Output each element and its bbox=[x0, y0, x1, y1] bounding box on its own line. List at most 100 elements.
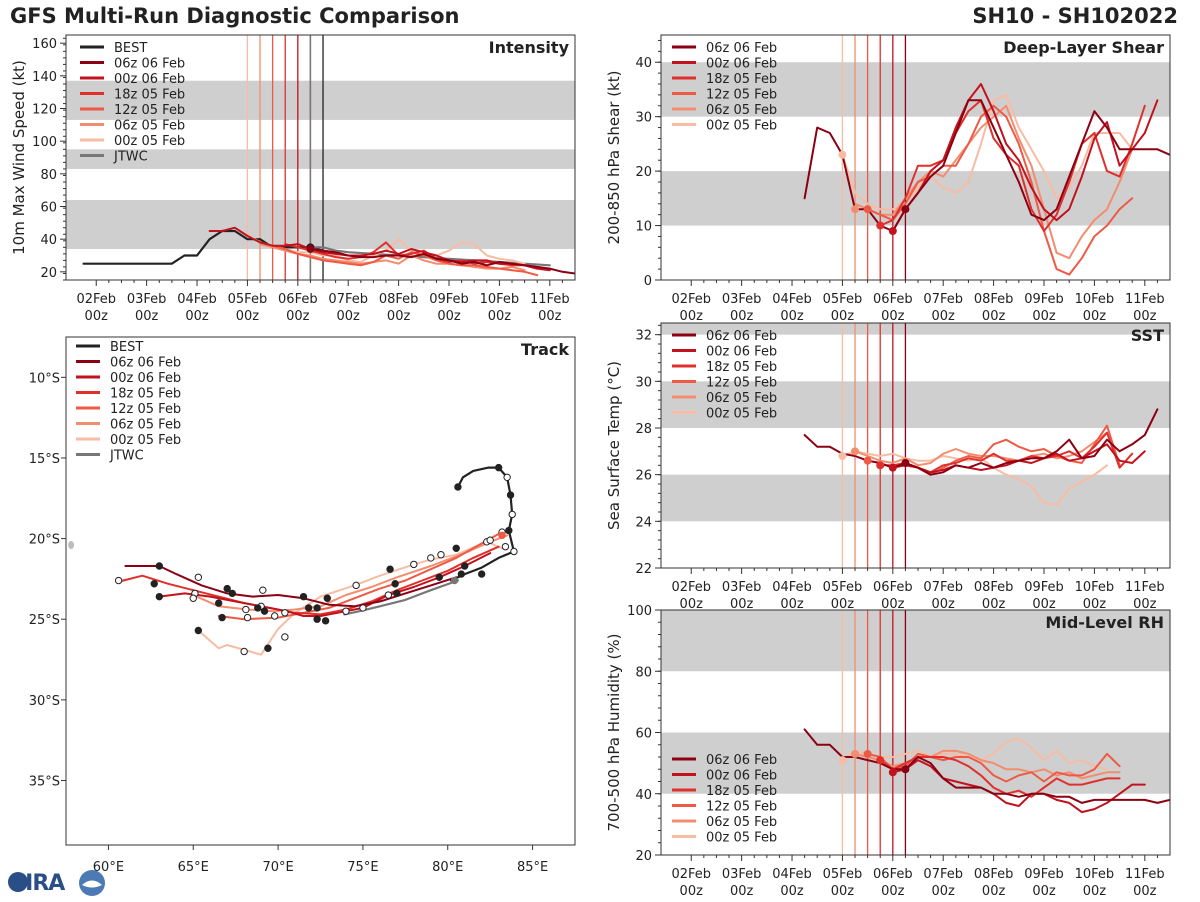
data-marker bbox=[304, 604, 313, 612]
x-tick-label: 08Feb bbox=[974, 867, 1014, 882]
x-tick-label: 00z bbox=[982, 597, 1006, 612]
x-tick-label: 04Feb bbox=[772, 580, 812, 595]
series-line bbox=[854, 431, 1108, 467]
legend-label: 00z 05 Feb bbox=[114, 134, 185, 149]
x-tick-label: 06Feb bbox=[873, 580, 913, 595]
data-marker bbox=[863, 205, 872, 214]
series-line bbox=[879, 99, 1146, 232]
y-tick-label: 24 bbox=[635, 515, 652, 530]
cira-logo-icon: CIRA bbox=[8, 870, 105, 896]
legend-label: 00z 06 Feb bbox=[706, 769, 777, 784]
x-tick-label: 02Feb bbox=[671, 292, 711, 307]
rh-plot-area bbox=[661, 610, 1170, 855]
x-tick-label: 00z bbox=[1133, 597, 1157, 612]
series-line bbox=[115, 545, 500, 616]
data-marker bbox=[299, 592, 308, 601]
x-tick-label: 04Feb bbox=[772, 867, 812, 882]
y-tick-label: 20 bbox=[40, 266, 57, 281]
series-line bbox=[891, 83, 1159, 232]
panel-intensity: 20 40 60 80 100 120 140 160 02Feb 00z 03Feb 00z 04Fe… bbox=[10, 34, 576, 324]
legend-label: 12z 05 Feb bbox=[706, 376, 777, 391]
data-marker bbox=[510, 547, 518, 556]
cira-logo: CIRA bbox=[6, 866, 106, 902]
data-marker bbox=[242, 605, 250, 614]
track-plot-area bbox=[68, 463, 518, 656]
series-line bbox=[841, 737, 1108, 771]
data-marker bbox=[259, 586, 267, 594]
rh-title: Mid-Level RH bbox=[1045, 613, 1164, 632]
x-tick-label: 00z bbox=[680, 884, 704, 899]
sst-frame bbox=[660, 322, 1171, 569]
data-marker bbox=[313, 615, 321, 623]
legend-label: 12z 05 Feb bbox=[706, 88, 777, 103]
x-tick-label: 05Feb bbox=[823, 580, 863, 595]
x-tick-label: 00z bbox=[932, 597, 956, 612]
shading-band bbox=[661, 474, 1170, 522]
data-marker bbox=[270, 612, 279, 620]
data-marker bbox=[901, 765, 910, 774]
legend-label: 18z 05 Feb bbox=[706, 360, 777, 375]
y-tick-label: 22 bbox=[635, 562, 652, 577]
x-tick-label: 09Feb bbox=[1024, 292, 1064, 307]
x-tick-label: 00z bbox=[185, 309, 209, 324]
x-tick-label: 00z bbox=[730, 597, 754, 612]
y-axis-label: 10m Max Wind Speed (kt) bbox=[10, 60, 28, 255]
x-tick-label: 00z bbox=[387, 309, 411, 324]
intensity-frame bbox=[65, 34, 576, 281]
series-line bbox=[197, 540, 503, 656]
shading-band bbox=[661, 62, 1170, 117]
x-tick-label: 03Feb bbox=[722, 580, 762, 595]
data-marker bbox=[352, 581, 360, 590]
data-marker bbox=[888, 227, 897, 235]
x-tick-label: 08Feb bbox=[974, 292, 1014, 307]
legend-label: 00z 05 Feb bbox=[706, 831, 777, 846]
y-tick-label: 140 bbox=[32, 70, 57, 85]
legend-label: 06z 06 Feb bbox=[110, 356, 181, 371]
legend-label: 00z 05 Feb bbox=[706, 407, 777, 422]
legend-label: BEST bbox=[114, 41, 147, 56]
data-marker bbox=[281, 609, 289, 617]
x-tick-label: 02Feb bbox=[671, 580, 711, 595]
legend-label: BEST bbox=[110, 340, 143, 355]
y-tick-label: 30 bbox=[635, 375, 652, 390]
x-tick-label: 00z bbox=[538, 309, 562, 324]
data-marker bbox=[876, 461, 885, 470]
island-shape bbox=[68, 541, 75, 550]
series-line bbox=[309, 248, 575, 275]
x-tick-label: 60°E bbox=[93, 860, 124, 875]
storm-id: SH10 - SH102022 bbox=[972, 4, 1178, 28]
x-tick-label: 09Feb bbox=[429, 292, 469, 307]
legend-label: 12z 05 Feb bbox=[114, 103, 185, 118]
x-tick-label: 10Feb bbox=[1075, 580, 1115, 595]
x-tick-label: 00z bbox=[932, 309, 956, 324]
y-tick-label: 0 bbox=[644, 274, 652, 289]
x-tick-label: 03Feb bbox=[722, 292, 762, 307]
legend-label: 00z 05 Feb bbox=[706, 119, 777, 134]
x-tick-label: 10Feb bbox=[480, 292, 520, 307]
data-marker bbox=[508, 510, 516, 519]
x-tick-label: 00z bbox=[730, 309, 754, 324]
legend-label: 00z 06 Feb bbox=[114, 72, 185, 87]
x-tick-label: 11Feb bbox=[1125, 867, 1165, 882]
series-line bbox=[158, 552, 492, 617]
x-tick-label: 00z bbox=[680, 597, 704, 612]
legend-label: 06z 06 Feb bbox=[706, 41, 777, 56]
x-tick-label: 00z bbox=[780, 309, 804, 324]
data-marker bbox=[435, 573, 443, 581]
panel-shear: 0 10 20 30 40 02Feb 00z 03Feb 00z 04Feb 00z 05Feb 00… bbox=[605, 34, 1171, 324]
legend-label: 12z 05 Feb bbox=[706, 800, 777, 815]
panel-track: 60°E 65°E 70°E 75°E 80°E 85°E 10°S 15°S 20°S 25°S… bbox=[29, 336, 576, 875]
y-tick-label: 20 bbox=[635, 849, 652, 864]
legend-label: JTWC bbox=[113, 150, 148, 165]
data-marker bbox=[393, 589, 401, 598]
intensity-plot-area bbox=[66, 35, 575, 280]
x-tick-label: 00z bbox=[286, 309, 310, 324]
y-tick-label: 80 bbox=[635, 665, 652, 680]
x-tick-label: 70°E bbox=[262, 860, 293, 875]
legend-label: 00z 06 Feb bbox=[706, 57, 777, 72]
data-marker bbox=[391, 580, 399, 588]
series-line bbox=[803, 408, 1159, 476]
track-title: Track bbox=[521, 340, 569, 359]
data-marker bbox=[452, 544, 460, 552]
